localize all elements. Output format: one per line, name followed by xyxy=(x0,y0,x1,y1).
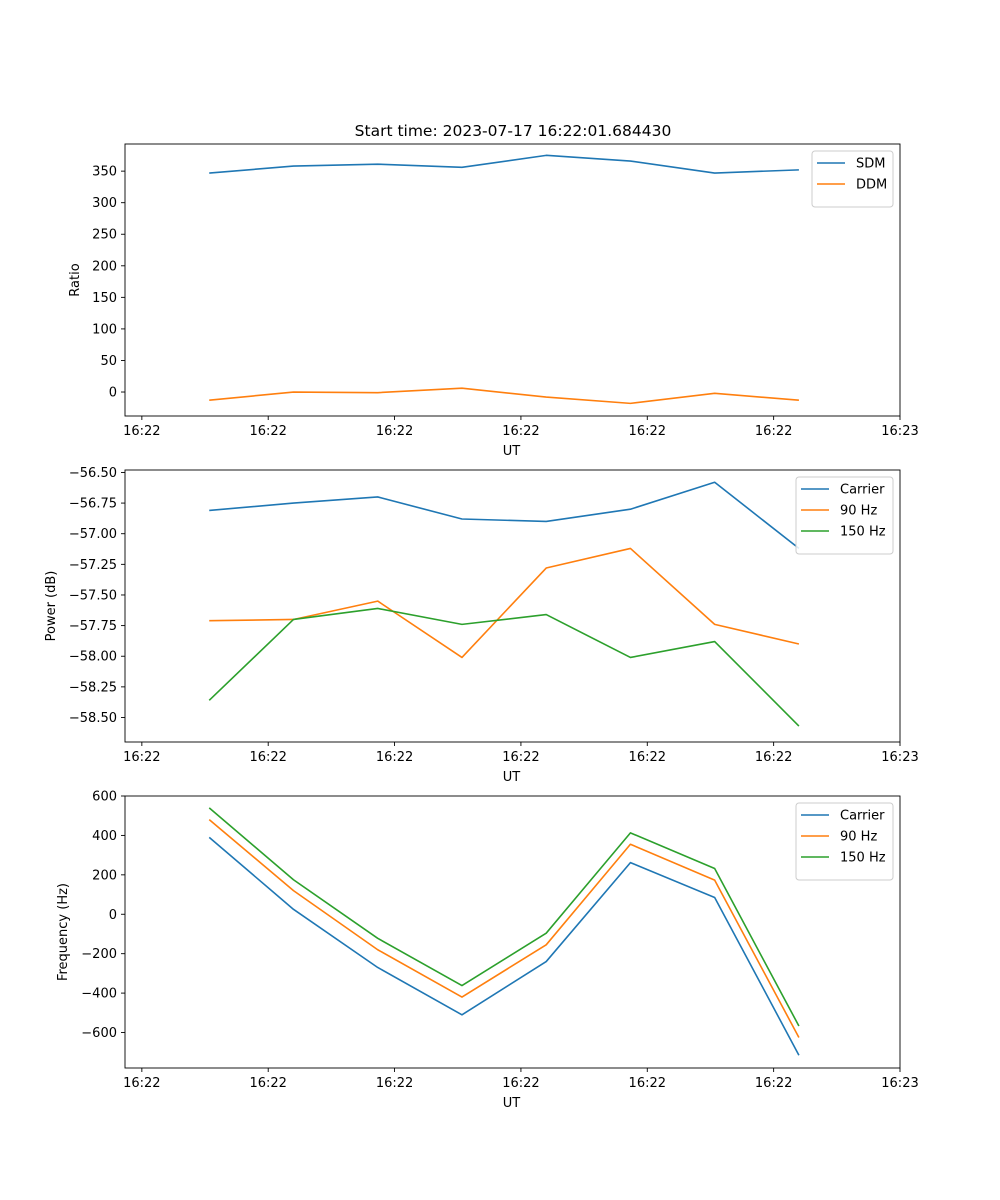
legend-label: 150 Hz xyxy=(840,525,886,540)
y-tick-label: 250 xyxy=(92,228,117,243)
subplot-1: 16:22 16:22 16:22 16:22 16:22 16:22 16:23 0 50 10… xyxy=(68,143,919,459)
legend: Carrier 90 Hz 150 Hz xyxy=(795,476,894,555)
y-tick-label: 350 xyxy=(92,165,117,180)
x-tick-label: 16:22 xyxy=(123,750,160,765)
legend: SDM DDM xyxy=(811,150,894,208)
x-tick-label: 16:22 xyxy=(376,1076,413,1091)
x-tick-label: 16:23 xyxy=(881,750,918,765)
legend-label: 90 Hz xyxy=(840,830,877,845)
x-tick-label: 16:22 xyxy=(376,750,413,765)
y-axis-label: Power (dB) xyxy=(44,571,59,642)
x-tick-label: 16:22 xyxy=(502,424,539,439)
x-tick-label: 16:22 xyxy=(123,424,160,439)
series-line-carrier xyxy=(208,836,800,1056)
x-tick-label: 16:22 xyxy=(249,1076,286,1091)
y-axis-label: Ratio xyxy=(68,263,83,296)
legend-label: 150 Hz xyxy=(840,851,886,866)
x-tick-label: 16:22 xyxy=(629,424,666,439)
y-tick-label: −57.75 xyxy=(69,619,117,634)
y-tick-label: −56.75 xyxy=(69,497,117,512)
y-tick-label: −58.25 xyxy=(69,680,117,695)
axes-frame xyxy=(124,469,901,743)
y-tick-label: 150 xyxy=(92,291,117,306)
x-tick-label: 16:22 xyxy=(755,424,792,439)
y-tick-label: 200 xyxy=(92,259,117,274)
legend-box xyxy=(795,476,894,555)
x-tick-label: 16:22 xyxy=(249,750,286,765)
x-tick-label: 16:22 xyxy=(502,1076,539,1091)
legend: Carrier 90 Hz 150 Hz xyxy=(795,802,894,881)
x-tick-label: 16:22 xyxy=(629,750,666,765)
subplots: 16:22 16:22 16:22 16:22 16:22 16:22 16:23 0 50 10… xyxy=(44,143,919,1112)
y-tick-label: −57.25 xyxy=(69,558,117,573)
axes-frame xyxy=(124,143,901,417)
x-axis-label: UT xyxy=(503,770,521,785)
y-tick-label: 300 xyxy=(92,196,117,211)
x-tick-label: 16:23 xyxy=(881,1076,918,1091)
y-tick-label: −57.50 xyxy=(69,588,117,603)
y-tick-label: 600 xyxy=(92,790,117,805)
x-tick-label: 16:22 xyxy=(123,1076,160,1091)
y-tick-label: 400 xyxy=(92,829,117,844)
y-tick-label: −58.00 xyxy=(69,650,117,665)
series-line-ddm xyxy=(209,387,799,405)
legend-label: SDM xyxy=(856,157,885,172)
series-line-sdm xyxy=(209,154,799,174)
y-tick-label: 0 xyxy=(109,908,117,923)
y-tick-label: −200 xyxy=(81,947,117,962)
x-tick-label: 16:22 xyxy=(502,750,539,765)
x-tick-label: 16:23 xyxy=(881,424,918,439)
y-tick-label: −56.50 xyxy=(69,466,117,481)
y-tick-label: −400 xyxy=(81,987,117,1002)
x-tick-label: 16:22 xyxy=(249,424,286,439)
legend-box xyxy=(795,802,894,881)
series-line-90-hz xyxy=(209,547,800,659)
x-tick-label: 16:22 xyxy=(376,424,413,439)
y-tick-label: 200 xyxy=(92,868,117,883)
x-axis-label: UT xyxy=(503,444,521,459)
x-axis-label: UT xyxy=(503,1096,521,1111)
series-line-150-hz xyxy=(208,607,800,727)
legend-label: 90 Hz xyxy=(840,504,877,519)
legend-label: Carrier xyxy=(840,809,885,824)
figure-title: Start time: 2023-07-17 16:22:01.684430 xyxy=(355,122,672,140)
subplot-3: 16:22 16:22 16:22 16:22 16:22 16:22 16:23 −600 −… xyxy=(56,790,919,1112)
axes-frame xyxy=(124,795,901,1069)
x-tick-label: 16:22 xyxy=(755,1076,792,1091)
series-line-90-hz xyxy=(208,819,800,1038)
x-tick-label: 16:22 xyxy=(755,750,792,765)
y-tick-label: 100 xyxy=(92,322,117,337)
legend-label: DDM xyxy=(856,178,887,193)
series-line-carrier xyxy=(209,481,800,550)
x-tick-label: 16:22 xyxy=(629,1076,666,1091)
subplot-2: 16:22 16:22 16:22 16:22 16:22 16:22 16:23 −56.5… xyxy=(44,466,919,785)
y-tick-label: −57.00 xyxy=(69,527,117,542)
series-line-150-hz xyxy=(208,807,800,1027)
y-tick-label: −600 xyxy=(81,1026,117,1041)
y-tick-label: 0 xyxy=(109,386,117,401)
legend-box xyxy=(811,150,894,208)
y-tick-label: −58.50 xyxy=(69,711,117,726)
legend-label: Carrier xyxy=(840,483,885,498)
y-tick-label: 50 xyxy=(100,354,117,369)
y-axis-label: Frequency (Hz) xyxy=(56,883,71,981)
